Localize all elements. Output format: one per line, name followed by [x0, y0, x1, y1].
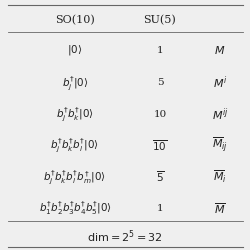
Text: $M^{i}$: $M^{i}$	[213, 74, 227, 91]
Text: SO(10): SO(10)	[55, 15, 95, 25]
Text: $M$: $M$	[214, 44, 226, 56]
Text: 5: 5	[157, 78, 163, 87]
Text: $\overline{10}$: $\overline{10}$	[152, 138, 168, 152]
Text: $b_j^{\dagger}b_k^{\dagger}b_l^{\dagger}|0\rangle$: $b_j^{\dagger}b_k^{\dagger}b_l^{\dagger}…	[50, 136, 100, 154]
Text: 1: 1	[157, 203, 163, 212]
Text: $M^{ij}$: $M^{ij}$	[212, 106, 228, 122]
Text: $b_1^{\dagger}b_2^{\dagger}b_3^{\dagger}b_4^{\dagger}b_5^{\dagger}|0\rangle$: $b_1^{\dagger}b_2^{\dagger}b_3^{\dagger}…	[38, 199, 112, 216]
Text: $b_j^{\dagger}|0\rangle$: $b_j^{\dagger}|0\rangle$	[62, 74, 88, 91]
Text: SU(5): SU(5)	[144, 15, 176, 25]
Text: $b_j^{\dagger}b_k^{\dagger}|0\rangle$: $b_j^{\dagger}b_k^{\dagger}|0\rangle$	[56, 105, 94, 122]
Text: $\overline{M}$: $\overline{M}$	[214, 200, 226, 215]
Text: $|0\rangle$: $|0\rangle$	[68, 43, 82, 57]
Text: $\overline{5}$: $\overline{5}$	[156, 169, 164, 184]
Text: $\overline{M}_{ij}$: $\overline{M}_{ij}$	[212, 136, 228, 154]
Text: 1: 1	[157, 46, 163, 54]
Text: $\mathrm{dim} = 2^5 = 32$: $\mathrm{dim} = 2^5 = 32$	[87, 228, 163, 244]
Text: $b_j^{\dagger}b_k^{\dagger}b_l^{\dagger}b_m^{\dagger}|0\rangle$: $b_j^{\dagger}b_k^{\dagger}b_l^{\dagger}…	[44, 168, 106, 185]
Text: 10: 10	[154, 109, 166, 118]
Text: $\overline{M}_{i}$: $\overline{M}_{i}$	[213, 168, 227, 184]
